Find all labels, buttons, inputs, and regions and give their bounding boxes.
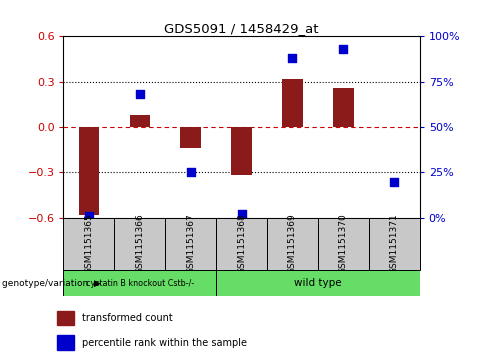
Bar: [165, 218, 216, 270]
Point: [340, 46, 347, 52]
Text: GSM1151371: GSM1151371: [390, 214, 399, 274]
Bar: [57, 311, 74, 325]
Text: cystatin B knockout Cstb-/-: cystatin B knockout Cstb-/-: [86, 279, 194, 287]
Point: [136, 91, 143, 97]
Bar: [231, 127, 252, 175]
Bar: [79, 127, 99, 215]
Bar: [369, 218, 420, 270]
Bar: [181, 127, 201, 148]
Text: GSM1151365: GSM1151365: [84, 214, 93, 274]
Bar: [63, 270, 216, 296]
Bar: [130, 115, 150, 127]
Point: [288, 55, 296, 61]
Title: GDS5091 / 1458429_at: GDS5091 / 1458429_at: [164, 22, 319, 35]
Bar: [57, 335, 74, 350]
Point: [238, 211, 245, 217]
Text: GSM1151368: GSM1151368: [237, 214, 246, 274]
Bar: [114, 218, 165, 270]
Text: genotype/variation  ▶: genotype/variation ▶: [2, 279, 102, 287]
Text: transformed count: transformed count: [82, 313, 173, 323]
Point: [390, 179, 398, 184]
Bar: [216, 270, 420, 296]
Bar: [267, 218, 318, 270]
Text: GSM1151367: GSM1151367: [186, 214, 195, 274]
Bar: [216, 218, 267, 270]
Text: GSM1151370: GSM1151370: [339, 214, 348, 274]
Bar: [318, 218, 369, 270]
Point: [85, 213, 93, 219]
Text: GSM1151369: GSM1151369: [288, 214, 297, 274]
Point: [187, 170, 195, 175]
Text: wild type: wild type: [294, 278, 342, 288]
Bar: [282, 79, 303, 127]
Text: percentile rank within the sample: percentile rank within the sample: [82, 338, 247, 347]
Bar: [63, 218, 114, 270]
Bar: [333, 88, 353, 127]
Text: GSM1151366: GSM1151366: [135, 214, 144, 274]
